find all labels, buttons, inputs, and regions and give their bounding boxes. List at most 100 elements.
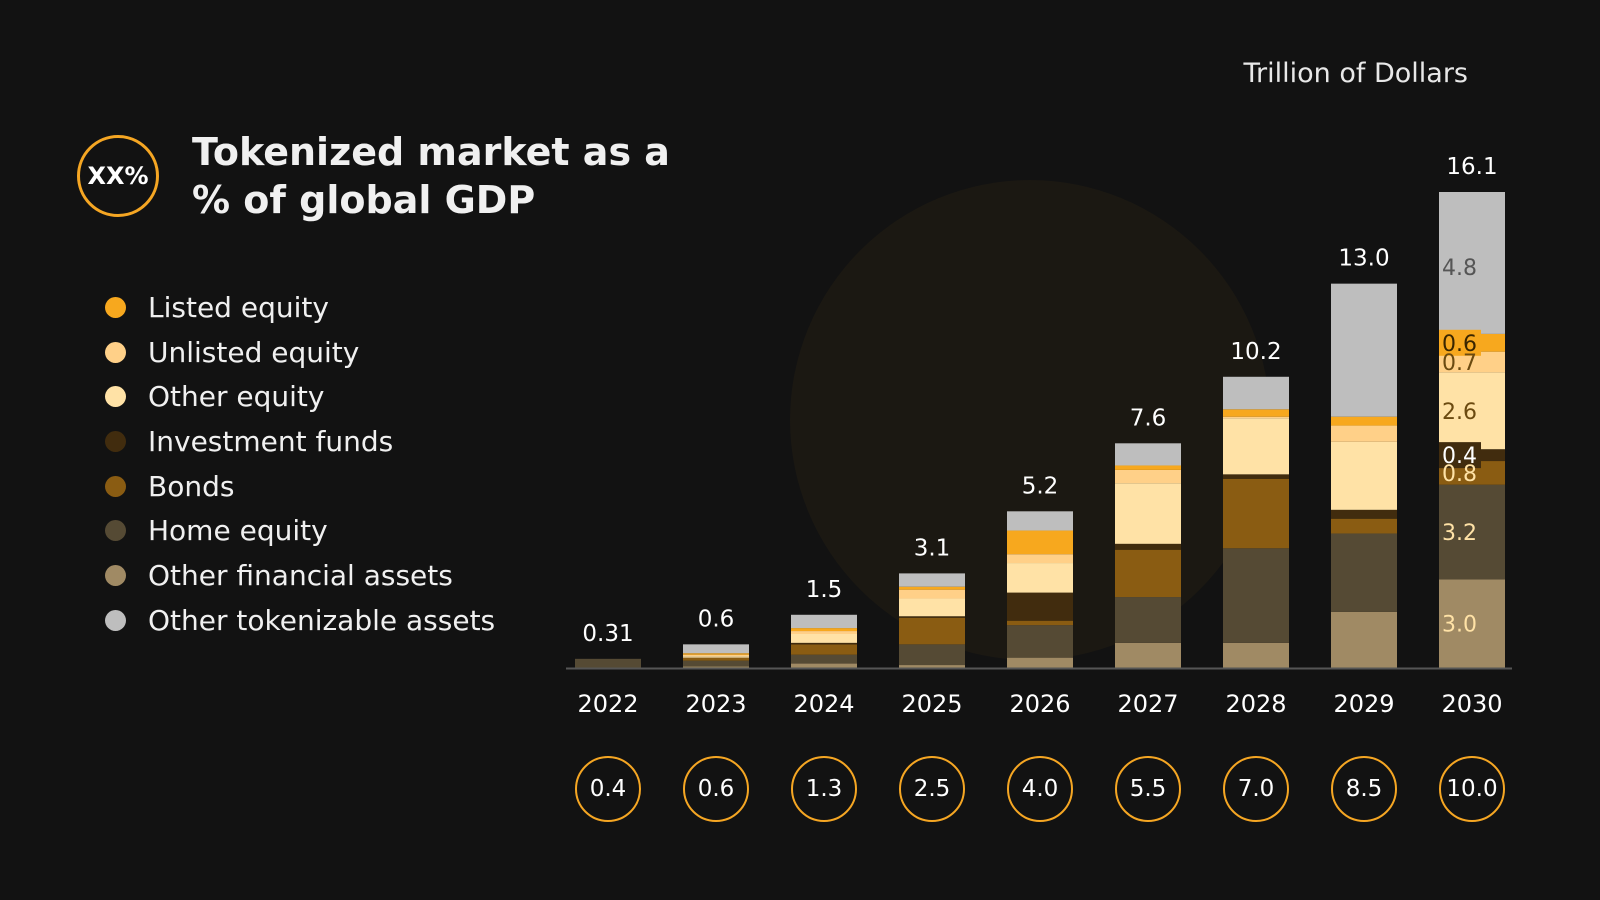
segment-label: 3.2 (1442, 521, 1477, 546)
bar-segment-unlisted-equity (1331, 425, 1397, 442)
segment-label-box (1439, 329, 1481, 356)
segment-label-box (1439, 442, 1481, 469)
x-tick-label: 2024 (793, 690, 854, 718)
bar-segment-investment-funds (899, 616, 965, 618)
bar-segment-investment-funds (1223, 474, 1289, 479)
bar-segment-home-equity (1007, 625, 1073, 658)
legend-label: Home equity (148, 514, 328, 548)
x-tick-label: 2027 (1117, 690, 1178, 718)
bar-segment-home-equity (575, 658, 641, 668)
legend-label: Investment funds (148, 424, 394, 458)
total-label: 5.2 (1022, 473, 1059, 499)
bar-segment-unlisted-equity (1439, 351, 1505, 373)
bar-stack-2026 (1007, 511, 1073, 668)
bar-segment-bonds (899, 617, 965, 645)
bar-segment-unlisted-equity (1223, 416, 1289, 419)
bar-segment-home-equity (1439, 484, 1505, 580)
legend-item-other-equity: Other equity (105, 374, 495, 419)
legend-swatch (105, 609, 126, 631)
x-tick-label: 2026 (1009, 690, 1070, 718)
gdp-share-badge: XX% (77, 135, 159, 217)
legend-item-listed-equity: Listed equity (105, 285, 495, 330)
bar-stack-2023 (683, 644, 749, 668)
bar-segment-other-equity (1223, 418, 1289, 475)
bar-segment-home-equity (1331, 533, 1397, 612)
bar-segment-other-financial-assets (791, 663, 857, 668)
bar-segment-unlisted-equity (1115, 469, 1181, 484)
bar-segment-other-equity (683, 656, 749, 658)
bar-segment-investment-funds (1115, 543, 1181, 550)
x-tick-label: 2022 (577, 690, 638, 718)
bar-segment-investment-funds (1007, 592, 1073, 621)
x-tick-label: 2028 (1225, 690, 1286, 718)
gdp-share-circle: 8.5 (1331, 756, 1397, 822)
legend-swatch (105, 296, 126, 318)
bar-segment-listed-equity (899, 586, 965, 590)
bar-segment-listed-equity (1115, 465, 1181, 470)
bar-segment-other-tokenizable-assets (791, 614, 857, 629)
total-label: 0.31 (582, 621, 633, 647)
segment-label: 3.0 (1442, 613, 1477, 638)
bar-segment-other-equity (899, 598, 965, 617)
gdp-share-value: 4.0 (1021, 776, 1059, 802)
total-label: 10.2 (1230, 339, 1281, 365)
bar-segment-bonds (1331, 518, 1397, 534)
gdp-share-value: 0.4 (589, 776, 627, 802)
gdp-share-value: 10.0 (1446, 776, 1498, 802)
bar-segment-unlisted-equity (683, 654, 749, 657)
x-tick-label: 2025 (901, 690, 962, 718)
segment-label: 0.4 (1442, 444, 1477, 469)
bar-segment-listed-equity (1007, 530, 1073, 555)
bar-stack-2028 (1223, 376, 1289, 668)
gdp-share-circle: 4.0 (1007, 756, 1073, 822)
x-tick-label: 2029 (1333, 690, 1394, 718)
gdp-share-value: 2.5 (913, 776, 951, 802)
legend-item-home-equity: Home equity (105, 508, 495, 553)
bar-segment-listed-equity (683, 653, 749, 655)
legend-item-other-tokenizable-assets: Other tokenizable assets (105, 598, 495, 643)
bar-segment-other-financial-assets (1223, 642, 1289, 668)
total-label: 16.1 (1446, 154, 1497, 180)
chart-title: Tokenized market as a % of global GDP (192, 130, 670, 222)
legend-swatch (105, 520, 126, 542)
bar-segment-investment-funds (1331, 509, 1397, 519)
bar-segment-bonds (791, 644, 857, 655)
bar-segment-listed-equity (1331, 416, 1397, 426)
total-label: 0.6 (698, 606, 735, 632)
bar-segment-bonds (683, 657, 749, 661)
bar-segment-unlisted-equity (791, 631, 857, 634)
bar-segment-other-equity (791, 634, 857, 643)
legend-item-investment-funds: Investment funds (105, 419, 495, 464)
legend: Listed equity Unlisted equity Other equity… (105, 285, 495, 643)
gdp-share-circle: 5.5 (1115, 756, 1181, 822)
bar-segment-other-equity (1331, 441, 1397, 510)
bar-stack-2025 (899, 573, 965, 668)
bar-stack-2027 (1115, 443, 1181, 668)
legend-label: Other tokenizable assets (148, 603, 496, 637)
bar-segment-listed-equity (791, 628, 857, 632)
legend-label: Listed equity (148, 290, 329, 324)
bar-segment-other-equity (1007, 563, 1073, 593)
bar-segment-listed-equity (1223, 409, 1289, 417)
gdp-share-value: 7.0 (1237, 776, 1275, 802)
bar-segment-other-tokenizable-assets (1439, 192, 1505, 334)
bar-segment-other-tokenizable-assets (1007, 511, 1073, 531)
gdp-share-value: 5.5 (1129, 776, 1167, 802)
legend-swatch (105, 475, 126, 497)
gdp-share-circle: 10.0 (1439, 756, 1505, 822)
gdp-share-value: 0.6 (697, 776, 735, 802)
bar-segment-other-financial-assets (1331, 611, 1397, 668)
bar-segment-other-equity (1115, 483, 1181, 544)
bar-segment-other-tokenizable-assets (899, 573, 965, 587)
bar-segment-home-equity (791, 654, 857, 664)
segment-label: 0.8 (1442, 462, 1477, 487)
total-label: 13.0 (1338, 246, 1389, 272)
bar-segment-bonds (1223, 478, 1289, 549)
bar-segment-other-tokenizable-assets (1223, 376, 1289, 410)
legend-swatch (105, 386, 126, 408)
x-tick-label: 2030 (1441, 690, 1502, 718)
bar-stack-2030 (1439, 192, 1505, 668)
bar-segment-other-equity (1439, 372, 1505, 450)
